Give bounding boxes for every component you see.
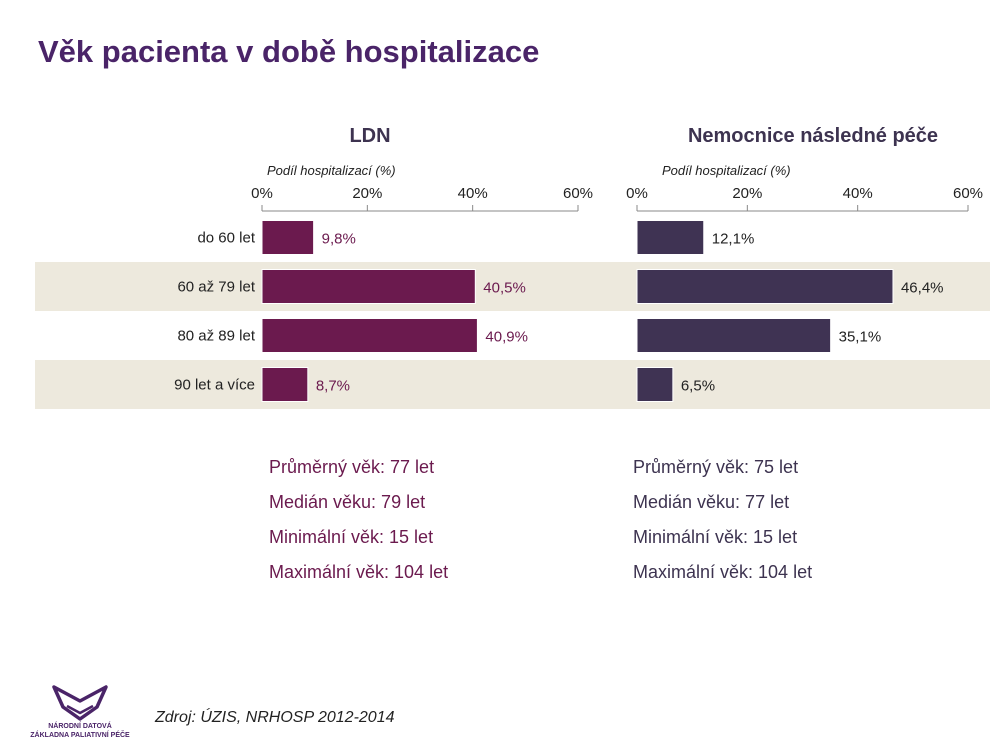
nnp-tick-label: 20% [732,185,762,202]
category-label: 60 až 79 let [177,279,255,296]
ldn-tick-label: 60% [563,185,593,202]
ldn-bar [261,269,476,304]
nnp-mean-age: Průměrný věk: 75 let [633,457,799,477]
nnp-axis-label: Podíl hospitalizací (%) [662,163,791,178]
ldn-bar [261,367,309,402]
ldn-bar [261,318,478,353]
nnp-value-label: 12,1% [712,231,755,248]
page-title: Věk pacienta v době hospitalizace [38,34,540,69]
nnp-age-stats: Průměrný věk: 75 let Medián věku: 77 let… [633,450,812,590]
logo-line-1: NÁRODNÍ DATOVÁ [48,723,112,730]
nnp-tick-label: 0% [626,185,648,202]
nnp-bar [636,318,832,353]
logo-emblem-icon [52,685,108,721]
ldn-value-label: 40,5% [483,280,526,297]
nnp-bar [636,269,894,304]
ldn-value-label: 9,8% [322,231,356,248]
logo-line-2: ZÁKLADNA PALIATIVNÍ PÉČE [30,732,130,739]
category-label: 80 až 89 let [177,328,255,345]
row-band [35,360,990,409]
ldn-tick-label: 40% [458,185,488,202]
nnp-min-age: Minimální věk: 15 let [633,527,798,547]
ldn-chart-title: LDN [349,125,390,147]
category-label: 90 let a více [174,377,255,394]
ldn-tick-label: 20% [352,185,382,202]
ldn-value-label: 8,7% [316,378,350,395]
ldn-median-age: Medián věku: 79 let [269,492,426,512]
ldn-bar [261,220,315,255]
nnp-chart-title: Nemocnice následné péče [688,125,938,147]
nnp-value-label: 35,1% [839,329,882,346]
nnp-median-age: Medián věku: 77 let [633,492,790,512]
logo: NÁRODNÍ DATOVÁ ZÁKLADNA PALIATIVNÍ PÉČE [30,684,130,744]
ldn-max-age: Maximální věk: 104 let [269,562,449,582]
nnp-tick-label: 40% [843,185,873,202]
nnp-max-age: Maximální věk: 104 let [633,562,813,582]
category-label: do 60 let [197,230,255,247]
nnp-tick-label: 60% [953,185,983,202]
ldn-age-stats: Průměrný věk: 77 let Medián věku: 79 let… [269,450,448,590]
ldn-value-label: 40,9% [485,329,528,346]
nnp-value-label: 46,4% [901,280,944,297]
ldn-mean-age: Průměrný věk: 77 let [269,457,435,477]
ldn-tick-label: 0% [251,185,273,202]
nnp-value-label: 6,5% [681,378,715,395]
nnp-bar [636,367,674,402]
ldn-axis-label: Podíl hospitalizací (%) [267,163,396,178]
ldn-min-age: Minimální věk: 15 let [269,527,434,547]
nnp-bar [636,220,705,255]
age-distribution-chart: do 60 let 60 až 79 let 80 až 89 let 90 let … [35,125,990,409]
source-note: Zdroj: ÚZIS, NRHOSP 2012-2014 [155,709,395,726]
